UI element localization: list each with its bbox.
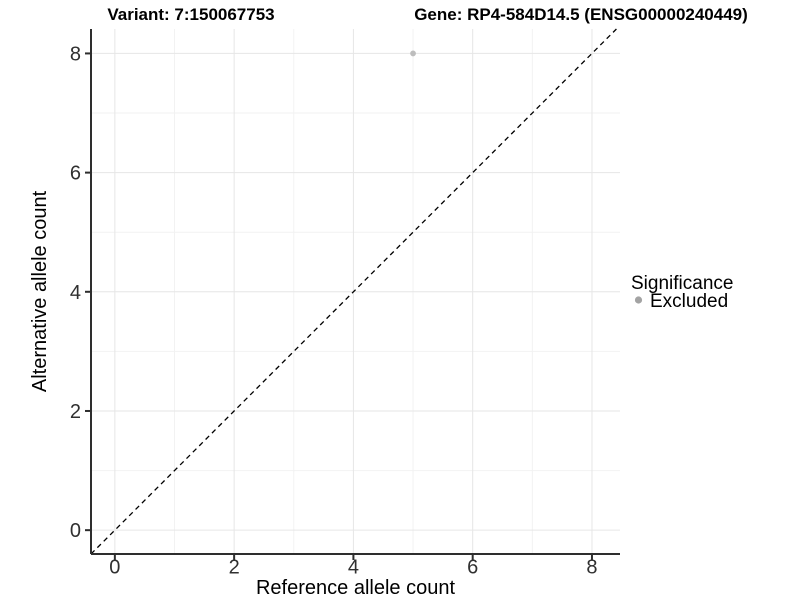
legend-excluded-dot-icon xyxy=(634,296,643,304)
axis-tick-labels: 0 2 4 6 8 0 2 4 6 8 xyxy=(70,43,598,578)
data-point xyxy=(410,50,416,57)
x-tick-label: 2 xyxy=(229,557,240,579)
legend-title: Significance xyxy=(631,273,733,294)
gene-title: Gene: RP4-584D14.5 (ENSG00000240449) xyxy=(414,5,748,24)
x-tick-label: 4 xyxy=(348,557,359,579)
variant-title: Variant: 7:150067753 xyxy=(107,5,274,24)
x-tick-label: 8 xyxy=(586,557,597,579)
x-tick-label: 0 xyxy=(109,557,120,579)
x-axis-title: Reference allele count xyxy=(256,577,455,599)
y-tick-label: 4 xyxy=(70,282,81,304)
y-axis-title: Alternative allele count xyxy=(29,190,51,392)
y-tick-label: 8 xyxy=(70,43,81,65)
y-tick-label: 6 xyxy=(70,163,81,185)
identity-reference-line xyxy=(90,28,617,555)
x-tick-label: 6 xyxy=(467,557,478,579)
legend: Significance Excluded xyxy=(631,273,733,312)
gridlines-major xyxy=(91,29,620,554)
y-tick-label: 0 xyxy=(70,520,81,542)
y-tick-label: 2 xyxy=(70,401,81,423)
legend-item-label: Excluded xyxy=(650,291,728,312)
data-points xyxy=(410,50,416,57)
